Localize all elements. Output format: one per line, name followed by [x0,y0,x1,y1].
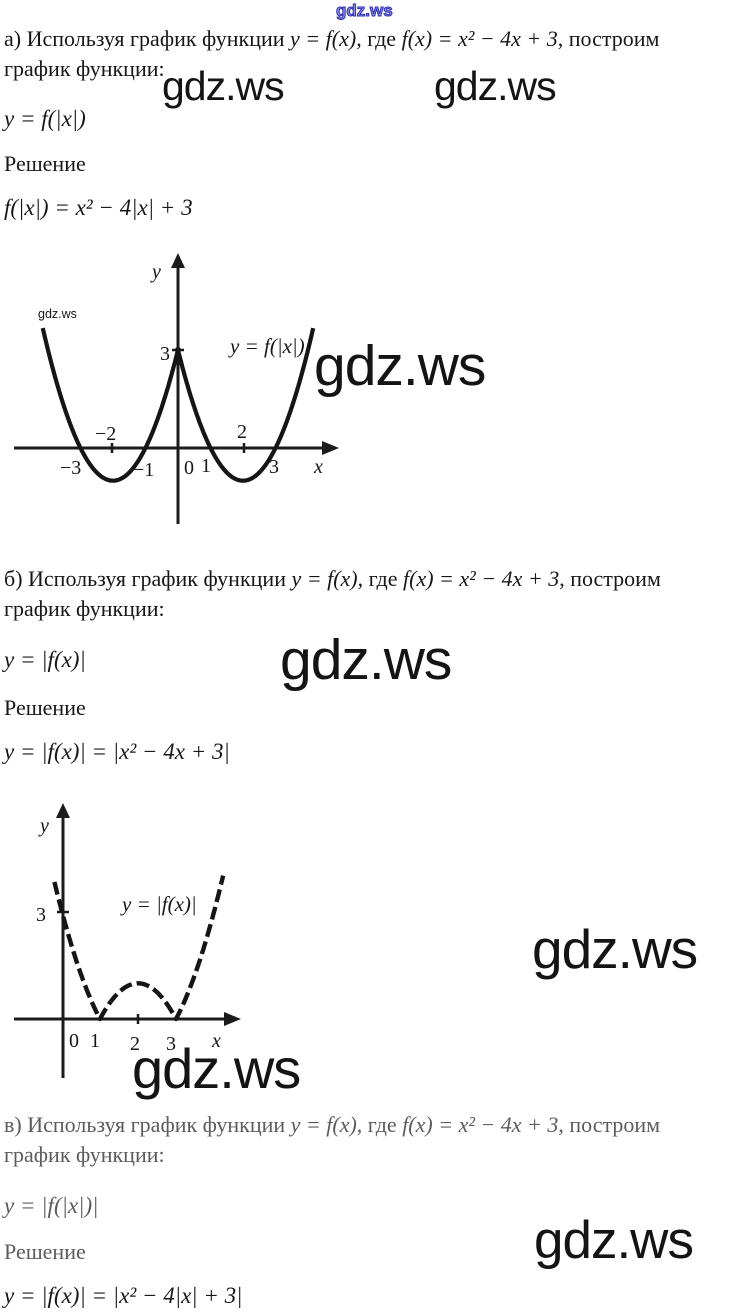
inline-math: y = f(x) [290,1112,357,1137]
x-tick-label: −2 [95,423,116,445]
curve-label: y = f(|x|) [228,334,305,358]
watermark-gdzws-graph1-big: gdz.ws [314,334,486,398]
watermark-gdzws-section-b: gdz.ws [280,628,452,692]
watermark-gdzws-row-left: gdz.ws [162,63,285,109]
watermark-gdzws-graph1-small: gdz.ws [38,307,77,321]
function-curve [40,327,316,483]
solution-heading-v: Решение [4,1239,86,1264]
x-tick-label: 0 [69,1030,79,1052]
watermark-gdzws-row-right: gdz.ws [434,63,557,109]
target-function-v: y = |f(|x|)| [4,1193,99,1218]
graph-abs-f-x: y x 3 0 1 2 3 y = |f(x)| [14,803,241,1078]
target-function-a: y = f(|x|) [4,106,86,131]
x-axis-label: x [313,456,323,478]
inline-math: f(x) = x² − 4x + 3 [402,1112,559,1137]
y-axis-arrow-icon [56,803,70,818]
solution-heading-a: Решение [4,151,86,176]
graph-f-abs-x: y x 3 −3 −2 −1 0 1 2 3 y = f(|x|) [14,253,339,524]
watermark-gdzws-section-v: gdz.ws [534,1211,694,1270]
derivation-a: f(|x|) = x² − 4|x| + 3 [4,195,193,220]
x-tick-label: 0 [184,457,194,479]
x-tick-label: −1 [133,459,154,481]
problem-text: а) Используя график функции [4,26,291,51]
y-tick-label: 3 [36,904,46,926]
x-tick-label: 1 [201,455,211,477]
inline-math: y = f(x) [291,566,358,591]
x-axis-label: x [211,1030,221,1052]
x-tick-label: 3 [166,1033,176,1055]
curve-label: y = |f(x)| [120,892,197,916]
watermark-gdzws-top: gdz.ws [336,1,394,20]
x-tick-label: −3 [60,457,81,479]
inline-math: f(x) = x² − 4x + 3 [403,566,560,591]
problem-statement-a: а) Используя график функции y = f(x), гд… [4,26,660,81]
y-axis-arrow-icon [171,253,185,268]
derivation-b: y = |f(x)| = |x² − 4x + 3| [4,739,230,764]
problem-text: б) Используя график функции [4,566,292,591]
solution-heading-b: Решение [4,695,86,720]
watermark-gdzws-graph2-right: gdz.ws [532,918,698,980]
inline-math: y = f(x) [290,26,357,51]
x-tick-label: 3 [269,456,279,478]
y-axis-label: y [150,261,161,283]
watermark-gdzws-graph2-below: gdz.ws [132,1037,301,1100]
x-axis-arrow-icon [322,441,339,455]
function-curve [52,875,226,1022]
derivation-v: y = |f(x)| = |x² − 4|x| + 3| [4,1283,243,1308]
problem-statement-v: в) Используя график функции y = f(x), гд… [4,1112,661,1167]
x-axis-arrow-icon [224,1012,241,1026]
x-tick-label: 2 [237,421,247,443]
problem-text-line2: график функции: [4,56,165,81]
problem-statement-b: б) Используя график функции y = f(x), гд… [4,566,661,621]
problem-text-line2: график функции: [4,596,165,621]
problem-text-line2: график функции: [4,1142,165,1167]
inline-math: f(x) = x² − 4x + 3 [401,26,558,51]
problem-text: в) Используя график функции [4,1112,291,1137]
x-tick-label: 1 [90,1030,100,1052]
y-axis-label: y [38,815,49,837]
y-tick-label: 3 [160,343,170,365]
target-function-b: y = |f(x)| [4,647,86,672]
x-tick-label: 2 [130,1033,140,1055]
